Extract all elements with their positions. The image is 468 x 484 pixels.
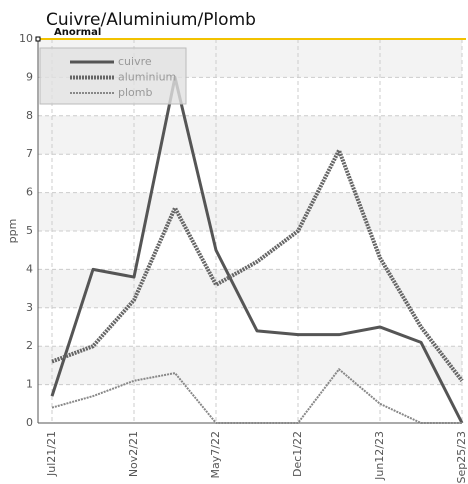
x-tick-label: Dec1/22 <box>291 431 304 477</box>
y-tick-label: 10 <box>19 32 33 45</box>
y-tick-label: 0 <box>26 416 33 429</box>
y-tick-label: 4 <box>26 262 33 275</box>
y-tick-label: 5 <box>26 224 33 237</box>
y-tick-label: 7 <box>26 147 33 160</box>
band <box>38 115 462 155</box>
band <box>38 269 462 308</box>
chart-title: Cuivre/Aluminium/Plomb <box>46 10 256 30</box>
y-tick-label: 2 <box>26 339 33 352</box>
x-tick-label: Jul21/21 <box>45 431 58 477</box>
x-tick-label: Nov2/21 <box>127 431 140 477</box>
series-line <box>50 75 464 424</box>
legend-label: cuivre <box>118 55 152 68</box>
series-line <box>51 368 462 424</box>
band <box>38 192 462 231</box>
threshold-marker <box>35 36 41 42</box>
x-tick-label: Jun12/23 <box>373 431 386 481</box>
y-tick-label: 9 <box>26 70 33 83</box>
y-axis-label: ppm <box>6 219 19 244</box>
legend-label: aluminium <box>118 71 176 84</box>
series-line <box>51 148 464 382</box>
y-tick-label: 8 <box>26 109 33 122</box>
legend: cuivre aluminium plomb <box>39 47 187 105</box>
threshold-label: Anormal <box>54 27 101 38</box>
x-tick-label: May7/22 <box>209 431 222 478</box>
y-tick-label: 1 <box>26 378 33 391</box>
legend-label: plomb <box>118 86 152 99</box>
y-tick-label: 6 <box>26 186 33 199</box>
band <box>38 346 462 385</box>
y-tick-label: 3 <box>26 301 33 314</box>
x-tick-label: Sep25/23 <box>455 431 468 483</box>
